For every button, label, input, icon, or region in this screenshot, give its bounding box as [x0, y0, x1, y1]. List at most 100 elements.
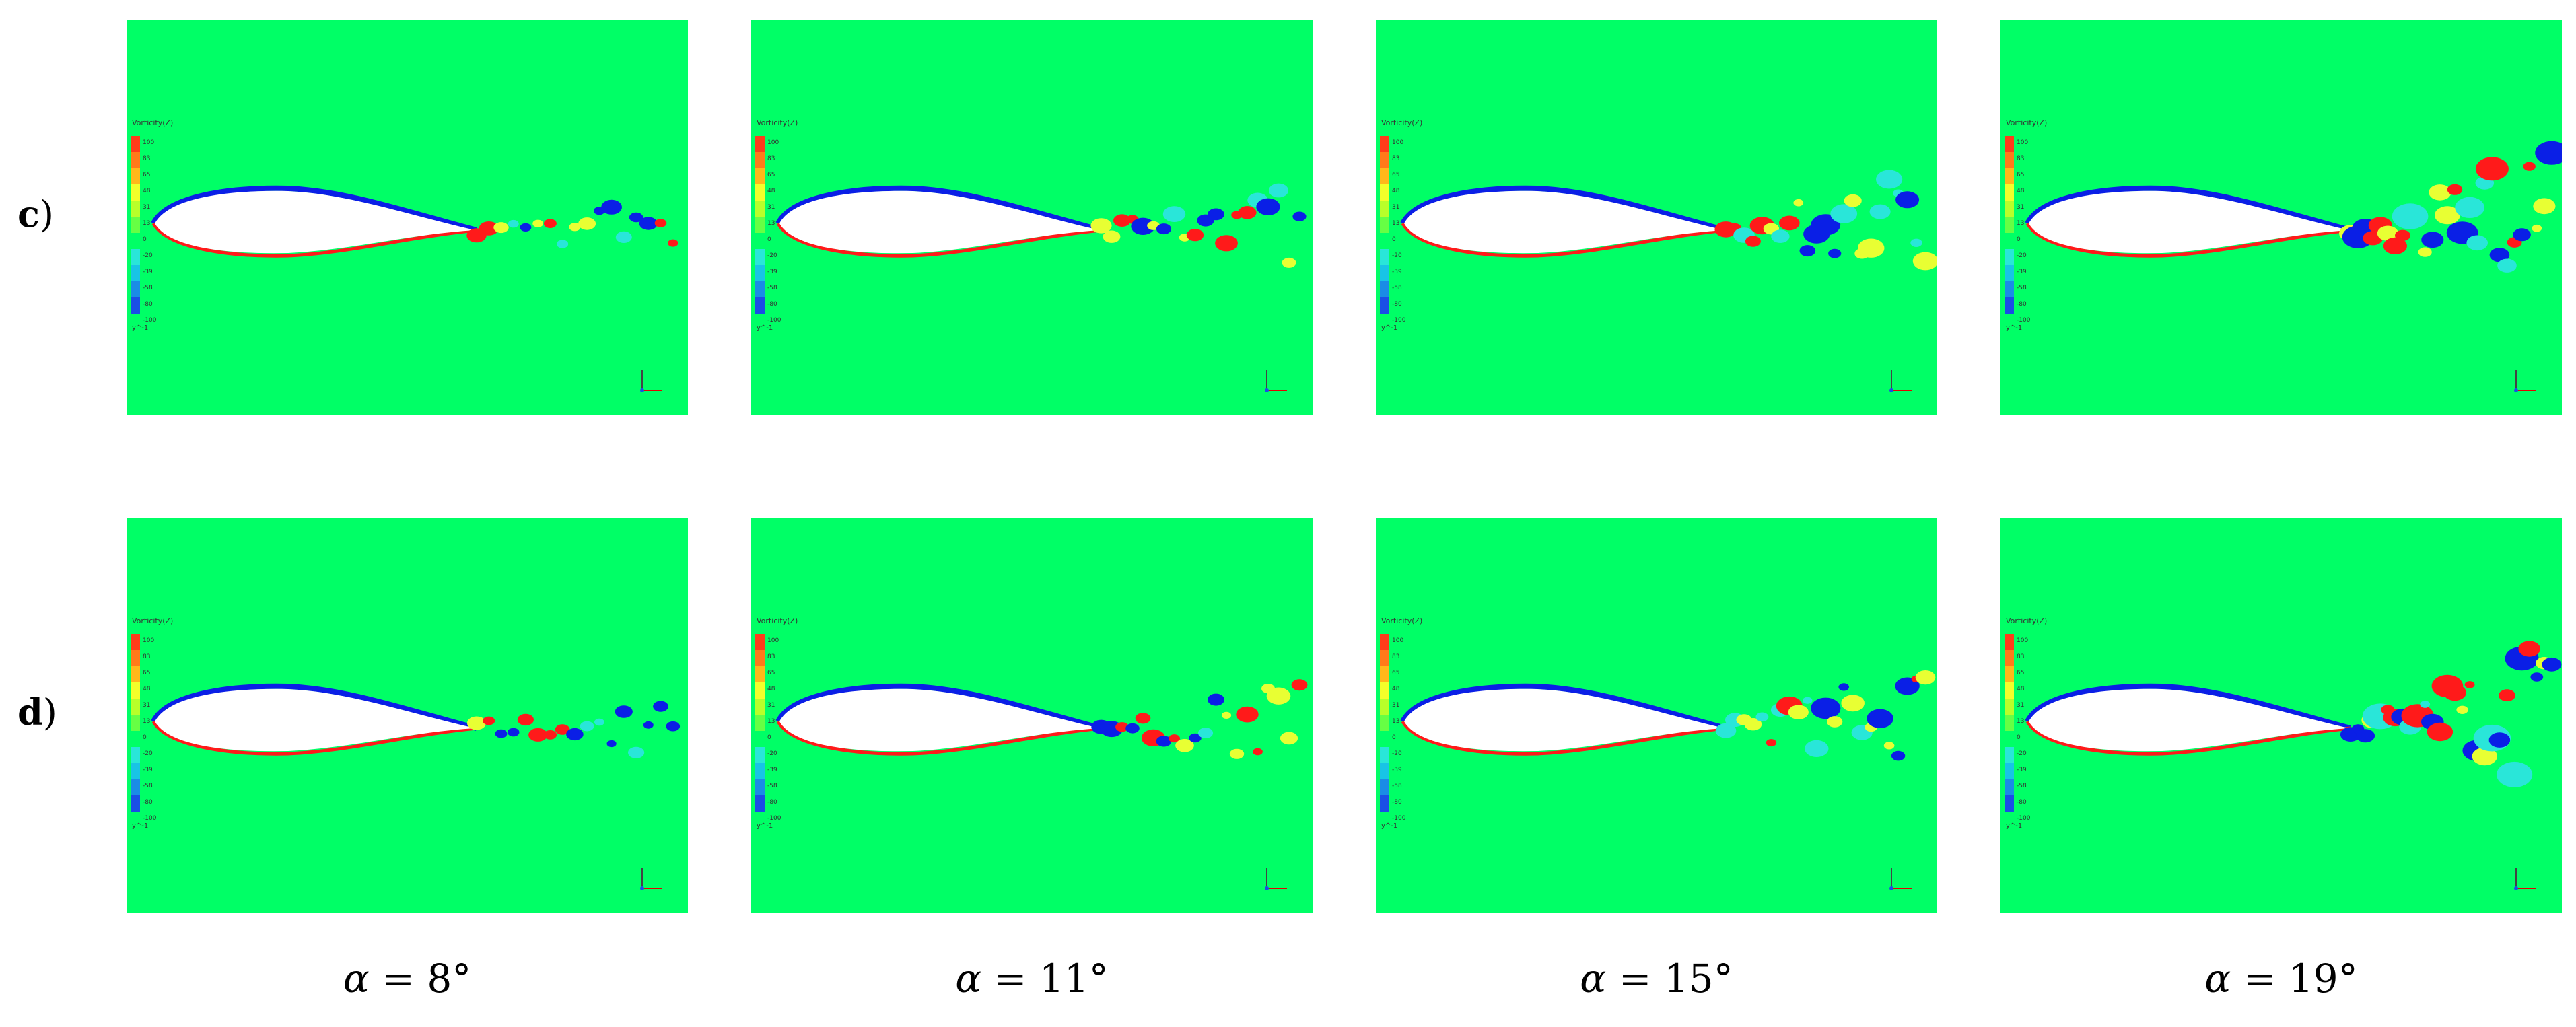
wake-vortex	[508, 219, 519, 228]
wake-vortex	[2464, 681, 2475, 688]
legend-tick-label: -20	[767, 252, 777, 259]
wake-vortex	[1779, 215, 1800, 231]
legend-tick-label: 31	[1392, 702, 1400, 709]
legend-tick-label: -100	[767, 815, 781, 822]
legend-tick-label: -20	[1392, 750, 1402, 757]
wake-vortex	[1103, 230, 1121, 243]
wake-vortex	[1090, 218, 1112, 234]
legend-tick-label: 100	[143, 637, 155, 644]
wake-vortex	[1745, 236, 1761, 247]
wake-vortex	[2392, 203, 2429, 229]
vorticity-contour-panel: Vorticity(Z) 100 83 65 48 31 13 0 -20 -39 -58 -80 -1…	[1376, 20, 1937, 415]
wake-vortex	[1803, 697, 1813, 704]
wake-vortex	[1256, 198, 1280, 215]
legend-tick-label: -20	[2017, 252, 2027, 259]
vorticity-contour-panel: Vorticity(Z) 100 83 65 48 31 13 0 -20 -39 -58 -80 -1…	[2000, 518, 2562, 913]
lower-shear-layer	[1401, 222, 1727, 258]
legend-ticks: 100 83 65 48 31 13 0 -20 -39 -58 -80 -100	[767, 135, 781, 328]
wake-vortex	[2429, 184, 2451, 201]
wake-vortex	[1895, 191, 1920, 209]
legend-tick-label: 13	[2017, 220, 2025, 227]
vorticity-contour-panel: Vorticity(Z) 100 83 65 48 31 13 0 -20 -39 -58 -80 -1…	[751, 20, 1313, 415]
legend-tick-label: 100	[1392, 637, 1404, 644]
legend-tick-label: -100	[143, 815, 157, 822]
legend-tick-label: -58	[143, 783, 153, 789]
axis-triad-icon	[1265, 868, 1287, 890]
legend-tick-label: 48	[1392, 188, 1400, 194]
upper-shear-layer	[775, 185, 1103, 233]
upper-shear-layer	[2025, 185, 2352, 233]
legend-tick-label: -58	[2017, 783, 2027, 789]
wake-vortex	[1715, 723, 1737, 738]
legend-tick-label: -58	[767, 285, 777, 291]
wake-vortex	[1841, 695, 1865, 712]
wake-vortex	[1266, 687, 1291, 705]
row-label-c-letter: c	[18, 192, 40, 236]
legend-tick-label: 0	[143, 236, 147, 243]
legend-tick-label: 48	[2017, 686, 2025, 693]
legend-tick-label: 65	[767, 670, 775, 676]
legend-tick-label: 13	[1392, 718, 1400, 725]
lower-shear-layer	[151, 222, 477, 258]
legend-tick-label: -80	[2017, 799, 2027, 806]
wake-vortex	[1215, 235, 1238, 252]
legend-tick-label: 13	[143, 718, 151, 725]
wake-vortex	[1857, 238, 1885, 258]
row-label-d-paren: )	[42, 691, 57, 734]
wake-vortex	[1838, 683, 1849, 691]
wake-vortex	[2488, 732, 2511, 748]
legend-color-bar	[131, 634, 140, 812]
vorticity-contour-panel: Vorticity(Z) 100 83 65 48 31 13 0 -20 -39 -58 -80 -1…	[127, 518, 688, 913]
wake-vortex	[1189, 733, 1202, 743]
wake-vortex	[1744, 718, 1762, 731]
legend-tick-label: -100	[767, 317, 781, 324]
alpha-value: = 11°	[981, 956, 1109, 1001]
wake-vortex	[1883, 742, 1895, 750]
upper-shear-layer	[151, 683, 478, 731]
wake-vortex	[2435, 206, 2460, 225]
legend-tick-label: 0	[2017, 734, 2021, 741]
legend-tick-label: 48	[1392, 686, 1400, 693]
legend-title: Vorticity(Z)	[1381, 616, 1423, 625]
legend-tick-label: 65	[2017, 670, 2025, 676]
wake-vortex	[1912, 252, 1937, 271]
axis-triad-icon	[640, 868, 662, 890]
wake-vortex	[1799, 245, 1816, 257]
wake-vortex	[543, 730, 557, 740]
legend-footer: y^-1	[757, 822, 773, 830]
airfoil	[155, 190, 475, 254]
legend-footer: y^-1	[1381, 822, 1398, 830]
legend-tick-label: 31	[143, 702, 151, 709]
wake-vortex	[2497, 258, 2517, 273]
upper-shear-layer	[1400, 185, 1727, 233]
airfoil	[779, 190, 1100, 254]
wake-vortex	[2420, 701, 2431, 708]
legend-tick-label: 13	[1392, 220, 1400, 227]
legend-tick-label: -58	[1392, 783, 1402, 789]
wake-vortex	[1876, 170, 1903, 189]
wake-vortex	[2475, 157, 2509, 181]
legend-tick-label: 0	[767, 236, 771, 243]
column-label-alpha-8: α = 8°	[127, 956, 688, 1001]
wake-vortex	[517, 713, 534, 726]
legend-tick-label: -39	[1392, 269, 1402, 275]
axis-triad-icon	[1889, 868, 1912, 890]
legend-tick-label: -58	[2017, 285, 2027, 291]
legend-tick-label: 13	[767, 718, 775, 725]
legend-title: Vorticity(Z)	[132, 616, 174, 625]
legend-tick-label: 13	[143, 220, 151, 227]
wake-vortex	[2533, 198, 2556, 215]
legend-tick-label: -39	[143, 767, 153, 773]
legend-ticks: 100 83 65 48 31 13 0 -20 -39 -58 -80 -100	[1392, 633, 1405, 826]
wake-vortex	[2383, 237, 2407, 254]
wake-vortex	[1910, 238, 1922, 247]
legend-tick-label: -58	[143, 285, 153, 291]
wake-vortex	[1208, 208, 1224, 221]
wake-vortex	[2418, 247, 2432, 257]
wake-vortex	[1113, 214, 1131, 227]
wake-vortex	[483, 716, 495, 725]
wake-vortex	[1811, 697, 1841, 719]
axis-triad-icon	[2514, 868, 2536, 890]
wake-vortex	[628, 746, 645, 758]
wake-vortex	[493, 222, 509, 234]
